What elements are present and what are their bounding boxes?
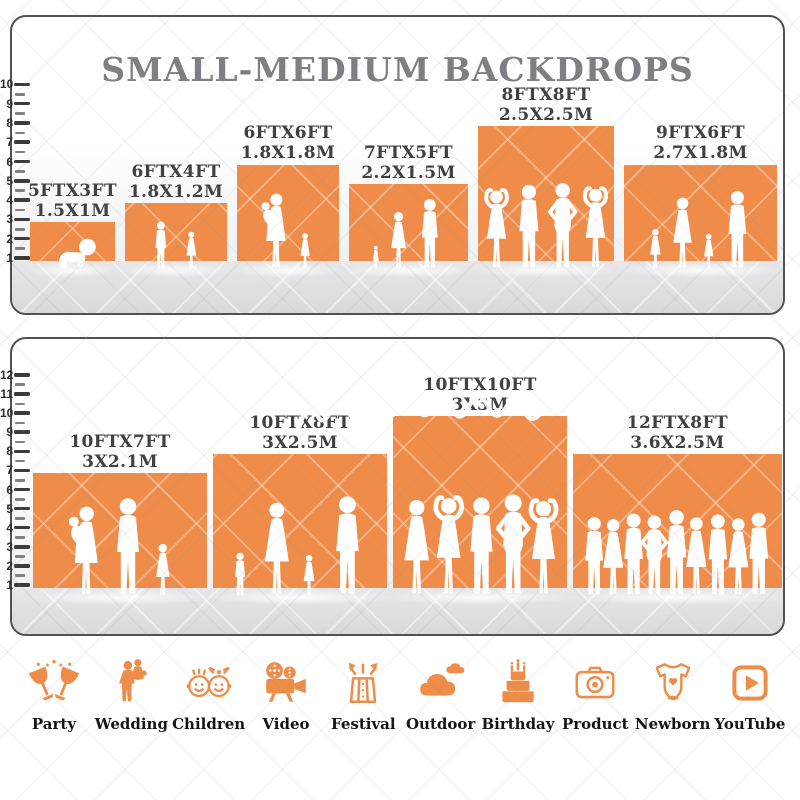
backdrop-10ftx7ft [26,473,214,605]
silhouette-mother-baby-toddler [259,192,317,270]
silhouette-four-adults [480,182,612,270]
size-feet: 6FTX4FT [131,162,221,183]
silhouette-toddler-woman-man [369,198,448,270]
backdrop-12ftx8ft [564,454,783,605]
size-meters: 2.5X2.5M [498,104,594,125]
size-feet: 10FTX10FT [423,375,537,396]
newborn-icon [648,658,698,708]
category-label: Festival [331,715,396,733]
backdrop-6ftx4ft [120,203,232,278]
wedding-icon [106,658,156,708]
category-birthday: Birthday [481,658,555,733]
category-row: Party Wedding Children Video Festival Outdoor… [0,658,800,733]
small-backdrops-panel: SMALL-MEDIUM BACKDROPS 5FTX3FT 1.5X1M 6FTX… [10,15,785,315]
size-meters: 3X2.5M [262,433,338,454]
category-newborn: Newborn [634,658,711,733]
size-meters: 3.6X2.5M [630,433,725,454]
size-meters: 1.8X1.2M [128,182,224,203]
backdrop-5ftx3ft [26,222,119,278]
size-meters: 2.7X1.8M [653,143,748,164]
backdrop-7ftx5ft [344,183,473,278]
backdrop-size-label: 6FTX4FT 1.8X1.2M [101,162,251,202]
figure-shadow [564,589,783,605]
category-label: Wedding [94,715,168,733]
backdrop-10ftx10ft [386,416,574,605]
product-icon [570,658,620,708]
category-product: Product [559,658,631,733]
size-meters: 3X2.1M [82,452,158,473]
category-festival: Festival [327,658,399,733]
backdrop-size-label: 9FTX6FT 2.7X1.8M [626,123,776,163]
category-video: Video [250,658,322,733]
category-label: YouTube [714,715,786,733]
size-meters: 1.8X1.8M [240,143,336,164]
category-label: Birthday [481,715,555,733]
size-feet: 6FTX6FT [243,123,333,144]
figure-shadow [232,263,344,278]
party-icon [29,658,79,708]
size-feet: 9FTX6FT [655,123,746,144]
category-party: Party [18,658,90,733]
birthday-icon [493,658,543,708]
size-feet: 8FTX8FT [501,84,591,105]
backdrop-size-label: 5FTX3FT 1.5X1M [12,181,148,222]
silhouette-family-three [64,497,176,597]
silhouette-crowd-nine [578,509,776,597]
category-outdoor: Outdoor [405,658,477,733]
size-feet: 12FTX8FT [626,413,729,434]
silhouette-family-four [647,190,755,270]
backdrop-6ftx6ft [232,164,344,278]
size-feet: 10FTX7FT [69,432,171,453]
category-label: Video [262,715,310,733]
backdrop-9ftx6ft [617,164,783,278]
backdrop-size-label: 10FTX10FT 3X3M [405,375,555,415]
backdrop-size-label: 6FTX6FT 1.8X1.8M [213,123,363,163]
youtube-icon [725,658,775,708]
size-meters: 2.2X1.5M [361,162,456,183]
video-icon [261,658,311,708]
backdrop-10ftx8ft [206,454,394,605]
size-meters: 3X3M [451,395,509,416]
backdrop-size-label: 12FTX8FT 3.6X2.5M [602,413,752,453]
figure-shadow [206,589,394,605]
children-icon [184,658,234,708]
category-label: Outdoor [405,715,476,733]
figure-shadow [344,262,473,278]
medium-backdrops-panel: 10FTX7FT 3X2.1M 10FTX8FT 3X2.5M 10FTX10FT 3X3… [10,337,785,636]
backdrop-size-label: 7FTX5FT 2.2X1.5M [334,143,484,183]
backdrop-size-label: 10FTX7FT 3X2.1M [45,432,195,472]
size-meters: 1.5X1M [34,201,111,222]
category-label: Children [172,715,246,733]
silhouette-five-adults [397,493,563,597]
page-title: SMALL-MEDIUM BACKDROPS [101,50,694,90]
size-feet: 5FTX3FT [27,181,118,202]
size-feet: 10FTX8FT [249,413,351,434]
category-label: Product [561,715,629,733]
figure-shadow [472,262,620,278]
festival-icon [338,658,388,708]
silhouette-crawling-baby [47,236,98,270]
backdrop-8ftx8ft [472,125,620,278]
outdoor-icon [416,658,466,708]
silhouette-family-four-holding-hands [231,495,369,597]
category-youtube: YouTube [714,658,786,733]
size-feet: 7FTX5FT [363,142,454,163]
silhouette-two-children [139,220,214,270]
backdrop-size-label: 10FTX8FT 3X2.5M [225,413,375,453]
category-wedding: Wedding [94,658,168,733]
figure-shadow [26,589,214,605]
figure-shadow [120,262,232,278]
category-children: Children [172,658,246,733]
category-label: Newborn [634,715,711,733]
backdrop-size-label: 8FTX8FT 2.5X2.5M [471,85,621,125]
figure-shadow [386,589,574,605]
category-label: Party [31,715,77,733]
figure-shadow [26,262,119,278]
